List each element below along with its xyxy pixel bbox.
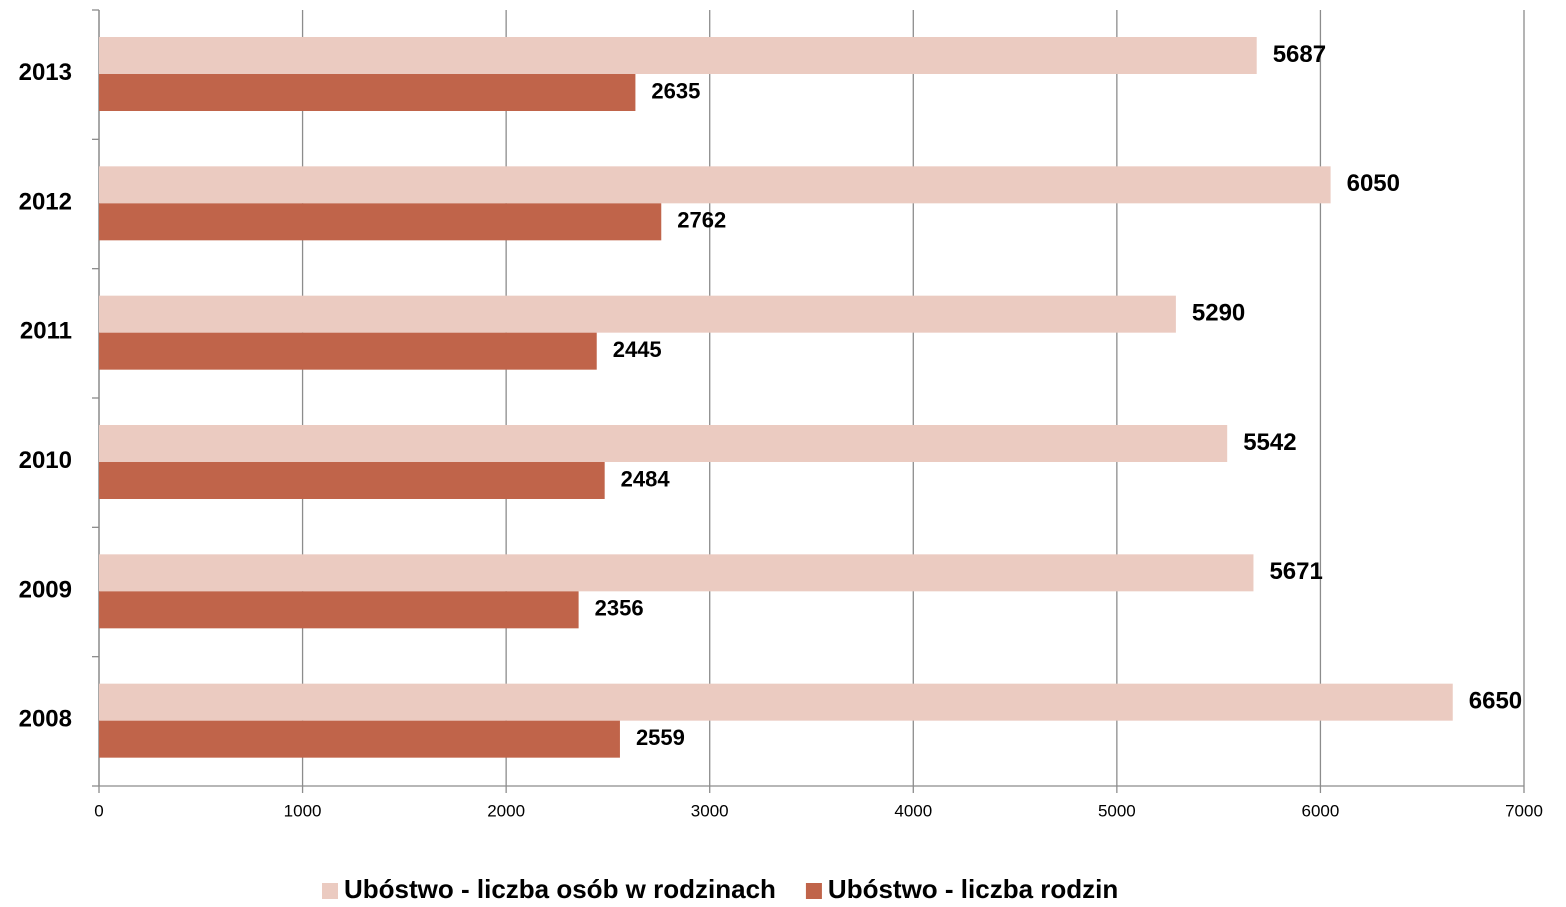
- bar: [99, 683, 1453, 721]
- data-label: 2559: [636, 725, 685, 750]
- y-tick-label: 2009: [19, 576, 72, 603]
- data-label: 5542: [1243, 429, 1296, 456]
- x-tick-label: 3000: [691, 801, 729, 820]
- bar: [99, 554, 1254, 592]
- y-tick-label: 2010: [19, 447, 72, 474]
- x-tick-label: 1000: [284, 801, 322, 820]
- bar: [99, 720, 620, 758]
- x-tick-label: 6000: [1302, 801, 1340, 820]
- data-label: 6650: [1469, 688, 1522, 715]
- bar: [99, 425, 1228, 462]
- legend-swatch: [805, 883, 822, 899]
- x-tick-label: 4000: [894, 801, 932, 820]
- data-label: 6050: [1347, 170, 1400, 197]
- x-tick-label: 5000: [1098, 801, 1136, 820]
- data-label: 2762: [677, 208, 726, 233]
- y-tick-label: 2008: [19, 706, 72, 733]
- bar: [99, 332, 597, 370]
- bar: [99, 462, 605, 499]
- legend-swatch: [322, 883, 338, 899]
- bar: [99, 166, 1331, 204]
- data-label: 2445: [613, 337, 662, 362]
- y-tick-label: 2013: [19, 59, 72, 86]
- bar: [99, 295, 1176, 333]
- bar: [99, 591, 579, 629]
- x-tick-label: 2000: [487, 801, 525, 820]
- bar: [99, 37, 1257, 74]
- x-tick-label: 0: [94, 801, 103, 820]
- data-label: 2356: [595, 596, 644, 621]
- data-label: 5290: [1192, 300, 1245, 327]
- data-label: 2484: [621, 466, 671, 491]
- x-tick-label: 7000: [1505, 801, 1543, 820]
- data-label: 5687: [1273, 41, 1326, 68]
- y-tick-label: 2012: [19, 188, 72, 215]
- legend-label: Ubóstwo - liczba rodzin: [828, 874, 1118, 904]
- y-tick-label: 2011: [20, 318, 72, 345]
- bar: [99, 203, 662, 241]
- data-label: 2635: [651, 78, 700, 103]
- legend-label: Ubóstwo - liczba osób w rodzinach: [344, 874, 776, 904]
- data-label: 5671: [1269, 558, 1322, 585]
- bar: [99, 74, 636, 111]
